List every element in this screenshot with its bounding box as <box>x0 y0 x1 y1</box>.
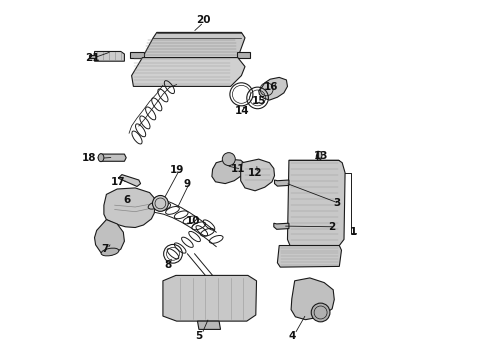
Ellipse shape <box>98 154 104 162</box>
Polygon shape <box>212 159 245 184</box>
Text: 20: 20 <box>196 15 211 25</box>
Polygon shape <box>95 51 124 61</box>
Text: 21: 21 <box>85 53 99 63</box>
Circle shape <box>222 153 235 166</box>
Text: 8: 8 <box>164 260 171 270</box>
Text: 11: 11 <box>231 164 245 174</box>
Text: 17: 17 <box>111 177 125 187</box>
Polygon shape <box>288 160 345 246</box>
Text: 13: 13 <box>314 150 329 161</box>
Text: 4: 4 <box>288 330 295 341</box>
Polygon shape <box>98 154 126 161</box>
Text: 10: 10 <box>186 216 200 226</box>
Text: 6: 6 <box>123 195 130 205</box>
Text: 16: 16 <box>264 82 278 92</box>
Polygon shape <box>277 246 342 267</box>
Polygon shape <box>274 223 289 229</box>
Polygon shape <box>130 52 144 58</box>
Text: 1: 1 <box>349 227 357 237</box>
Polygon shape <box>237 52 250 58</box>
Text: 18: 18 <box>82 153 97 163</box>
Polygon shape <box>316 151 322 161</box>
Text: 15: 15 <box>252 96 267 106</box>
Circle shape <box>152 195 169 211</box>
Polygon shape <box>95 220 124 255</box>
Text: 14: 14 <box>235 105 249 116</box>
Polygon shape <box>143 32 245 58</box>
Polygon shape <box>132 58 245 86</box>
Text: 2: 2 <box>328 222 336 232</box>
Polygon shape <box>118 175 141 186</box>
Ellipse shape <box>101 248 119 256</box>
Polygon shape <box>259 77 288 100</box>
Polygon shape <box>197 321 220 329</box>
Text: 19: 19 <box>170 165 185 175</box>
Polygon shape <box>241 159 274 191</box>
Polygon shape <box>163 275 257 321</box>
Polygon shape <box>274 180 289 186</box>
Polygon shape <box>90 55 96 58</box>
Polygon shape <box>291 278 334 320</box>
Text: 3: 3 <box>333 198 341 208</box>
Polygon shape <box>104 188 155 228</box>
Circle shape <box>311 303 330 322</box>
Text: 9: 9 <box>183 179 190 189</box>
Text: 5: 5 <box>196 330 202 341</box>
Text: 7: 7 <box>101 244 108 254</box>
Text: 12: 12 <box>248 168 262 178</box>
